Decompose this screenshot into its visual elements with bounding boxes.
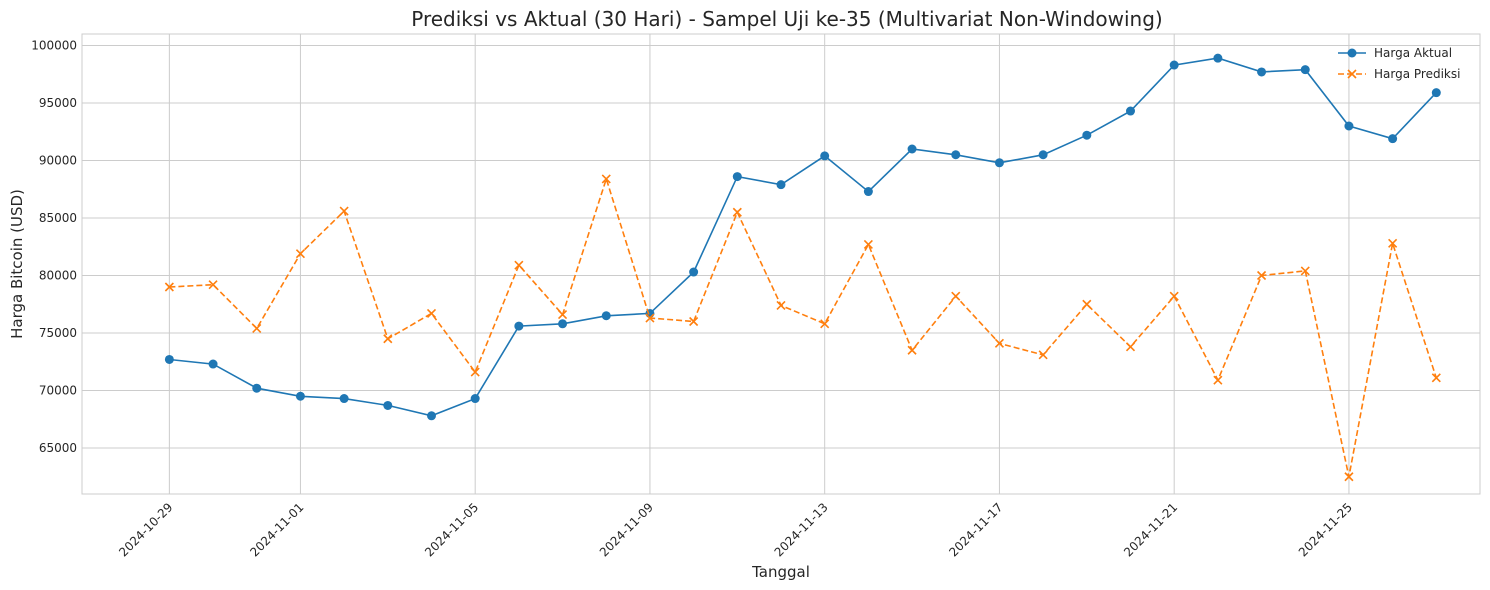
data-point <box>1388 238 1398 248</box>
data-point <box>776 180 786 190</box>
data-point <box>601 311 611 321</box>
data-point <box>732 172 742 182</box>
data-point <box>1431 88 1441 98</box>
data-point <box>689 267 699 277</box>
data-point <box>863 239 873 250</box>
x-axis-label: Tanggal <box>751 563 810 581</box>
data-point <box>339 394 349 404</box>
series-line <box>169 57 1437 417</box>
data-point <box>1126 106 1135 116</box>
data-point <box>951 150 961 160</box>
data-point <box>339 206 349 216</box>
data-point <box>295 249 306 259</box>
x-tick-label: 2024-11-21 <box>1121 500 1180 559</box>
x-tick-label: 2024-11-13 <box>772 500 831 559</box>
data-point <box>295 391 305 401</box>
data-point <box>1300 65 1310 75</box>
grid <box>82 34 1480 494</box>
y-tick-label: 85000 <box>39 211 77 225</box>
data-point <box>164 282 174 292</box>
data-point <box>514 321 524 331</box>
data-point <box>1169 291 1179 301</box>
y-tick-label: 95000 <box>39 96 77 110</box>
data-point <box>863 187 873 197</box>
y-tick-label: 90000 <box>39 154 77 168</box>
data-point <box>820 151 830 161</box>
x-tick-label: 2024-11-17 <box>946 500 1005 559</box>
y-tick-label: 80000 <box>39 269 77 283</box>
x-tick-label: 2024-11-09 <box>597 500 656 559</box>
y-axis-ticks: 65000 70000 75000 80000 85000 90000 95000 10000… <box>31 39 77 456</box>
legend-label: Harga Aktual <box>1374 46 1452 60</box>
data-point <box>994 338 1005 348</box>
data-point <box>1125 342 1136 352</box>
legend-label: Harga Prediksi <box>1374 67 1460 81</box>
y-tick-label: 75000 <box>39 326 77 340</box>
x-axis-ticks: 2024-10-29 2024-11-01 2024-11-05 2024-11-09… <box>116 500 1355 559</box>
data-point <box>1257 67 1267 77</box>
data-point <box>383 400 393 410</box>
data-point <box>1038 350 1048 360</box>
data-point <box>470 394 480 404</box>
data-point <box>1344 121 1354 131</box>
data-point <box>951 291 961 301</box>
legend-marker <box>1347 48 1357 58</box>
y-tick-label: 100000 <box>31 39 77 53</box>
data-point <box>820 319 830 329</box>
data-point <box>1169 60 1179 70</box>
data-point <box>1344 472 1354 482</box>
x-tick-label: 2024-10-29 <box>116 500 175 559</box>
data-point <box>557 310 568 320</box>
data-point <box>1082 299 1092 309</box>
x-tick-label: 2024-11-05 <box>422 500 481 559</box>
x-tick-label: 2024-11-25 <box>1296 500 1355 559</box>
data-point <box>776 300 786 310</box>
data-point <box>732 207 742 217</box>
x-tick-label: 2024-11-01 <box>247 500 306 559</box>
data-point <box>252 323 262 333</box>
data-point <box>208 280 218 290</box>
data-point <box>1213 375 1223 385</box>
data-point <box>514 260 524 270</box>
data-point <box>1388 134 1398 144</box>
data-point <box>427 411 436 421</box>
legend-item: Harga Prediksi <box>1338 67 1460 81</box>
data-point <box>426 308 437 319</box>
series-2 <box>164 174 1441 482</box>
legend-marker <box>1347 69 1357 79</box>
data-point <box>601 174 611 184</box>
series-layer <box>164 53 1441 482</box>
data-point <box>907 144 917 154</box>
data-point <box>1038 150 1048 160</box>
plot-frame <box>81 33 1481 495</box>
data-point <box>383 334 393 344</box>
series-line <box>169 176 1438 477</box>
data-point <box>208 359 218 369</box>
y-tick-label: 70000 <box>39 384 77 398</box>
data-point <box>164 354 174 364</box>
data-point <box>470 367 480 377</box>
data-point <box>994 158 1004 168</box>
data-point <box>1256 270 1267 281</box>
y-tick-label: 65000 <box>39 441 77 455</box>
data-point <box>907 345 917 355</box>
data-point <box>1213 53 1223 63</box>
data-point <box>1300 266 1310 276</box>
series-1 <box>164 53 1441 421</box>
data-point <box>645 313 655 323</box>
data-point <box>558 319 568 329</box>
legend: Harga Aktual Harga Prediksi <box>1338 46 1460 81</box>
chart-title: Prediksi vs Aktual (30 Hari) - Sampel Uj… <box>411 7 1162 31</box>
y-axis-label: Harga Bitcoin (USD) <box>8 189 26 339</box>
legend-item: Harga Aktual <box>1338 46 1452 60</box>
data-point <box>1082 130 1092 140</box>
data-point <box>689 316 699 327</box>
data-point <box>1431 373 1441 383</box>
data-point <box>252 383 262 393</box>
